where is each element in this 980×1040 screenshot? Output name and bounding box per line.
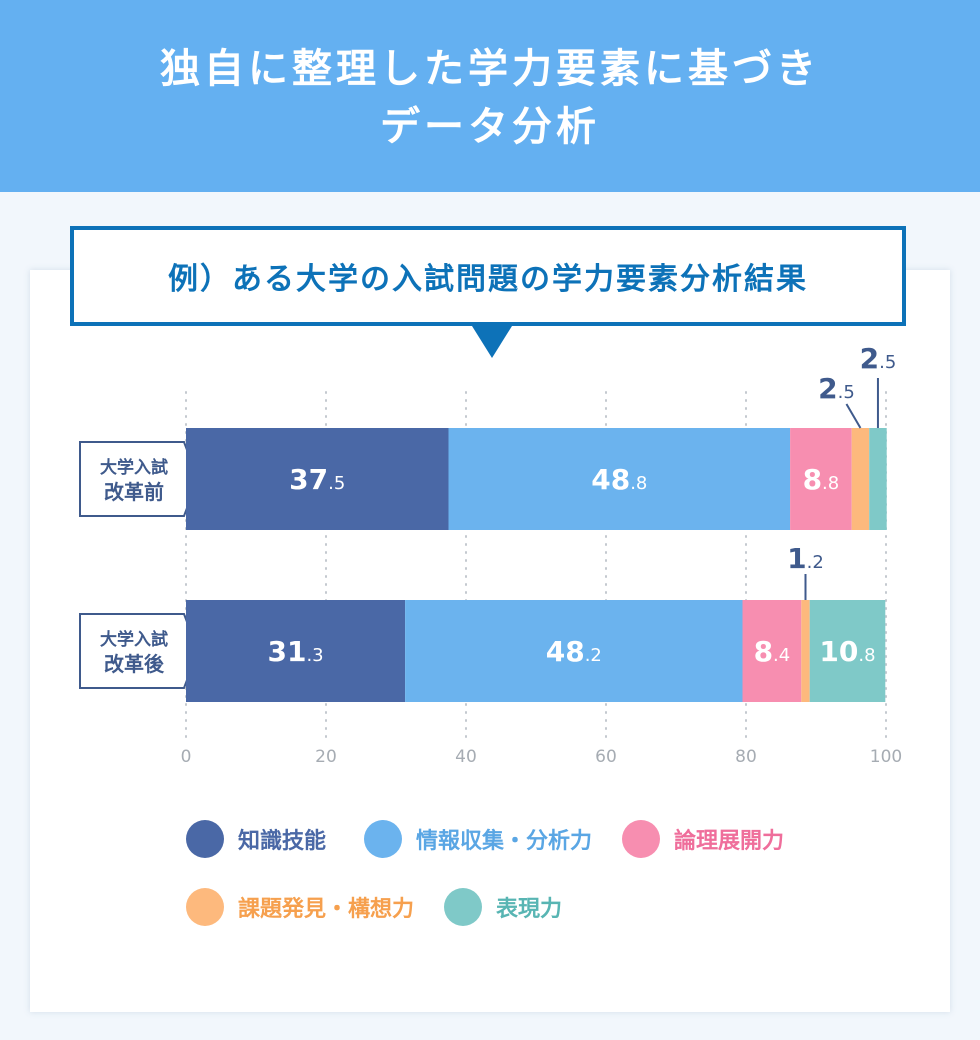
data-label-1-2: 8.4 xyxy=(754,635,791,668)
bar-segment-0-1 xyxy=(448,428,791,530)
page-title-line-1: 独自に整理した学力要素に基づき xyxy=(160,46,820,92)
legend-label: 論理展開力 xyxy=(674,829,785,854)
example-title-box: 例）ある大学の入試問題の学力要素分析結果 xyxy=(70,226,906,326)
x-tick-label-20: 20 xyxy=(315,747,337,767)
category-label-box-0 xyxy=(79,441,200,517)
category-label-0-line-1: 改革前 xyxy=(104,480,164,504)
data-label-1-4: 10.8 xyxy=(819,635,875,668)
data-label-0-2: 8.8 xyxy=(803,463,840,496)
legend-item-0: 知識技能 xyxy=(186,820,326,858)
legend-item-2: 論理展開力 xyxy=(622,820,784,858)
legend-label: 課題発見・構想力 xyxy=(238,897,415,922)
data-label-1-3: 1.2 xyxy=(787,542,824,575)
legend-label: 知識技能 xyxy=(238,829,327,854)
legend-label: 情報収集・分析力 xyxy=(416,829,593,854)
data-label-0-1: 48.8 xyxy=(591,463,647,496)
category-label-1-line-0: 大学入試 xyxy=(100,629,168,650)
data-label-0-0: 37.5 xyxy=(289,463,345,496)
bar-segment-1-2 xyxy=(742,600,802,702)
legend-item-4: 表現力 xyxy=(444,888,562,926)
x-tick-label-100: 100 xyxy=(870,747,902,767)
legend-item-1: 情報収集・分析力 xyxy=(364,820,592,858)
bar-segment-0-2 xyxy=(790,428,852,530)
bar-segment-1-0 xyxy=(186,600,406,702)
data-label-1-1: 48.2 xyxy=(546,635,602,668)
x-tick-label-60: 60 xyxy=(595,747,617,767)
x-tick-label-40: 40 xyxy=(455,747,477,767)
data-label-0-3: 2.5 xyxy=(818,372,855,405)
bar-segment-0-3 xyxy=(851,428,870,530)
page-title-line-2: データ分析 xyxy=(380,104,600,150)
legend-swatch-icon xyxy=(186,820,224,858)
category-label-0-line-0: 大学入試 xyxy=(100,457,168,478)
category-label-box-1 xyxy=(79,613,200,689)
x-tick-label-80: 80 xyxy=(735,747,757,767)
bar-segment-0-4 xyxy=(869,428,887,530)
bar-segment-0-0 xyxy=(186,428,449,530)
header-banner: 独自に整理した学力要素に基づき データ分析 xyxy=(0,0,980,192)
bar-segment-1-3 xyxy=(801,600,810,702)
legend-item-3: 課題発見・構想力 xyxy=(186,888,414,926)
legend-swatch-icon xyxy=(444,888,482,926)
data-label-0-4: 2.5 xyxy=(860,342,897,375)
pointer-triangle-icon xyxy=(472,326,512,358)
category-label-1-line-1: 改革後 xyxy=(104,652,165,676)
bar-segment-1-1 xyxy=(405,600,743,702)
example-title: 例）ある大学の入試問題の学力要素分析結果 xyxy=(168,262,808,297)
legend-swatch-icon xyxy=(622,820,660,858)
bar-segment-1-4 xyxy=(809,600,886,702)
legend-label: 表現力 xyxy=(496,897,563,922)
leader-line-0-3 xyxy=(845,403,862,429)
page-title: 独自に整理した学力要素に基づき データ分析 xyxy=(0,40,980,156)
legend-swatch-icon xyxy=(186,888,224,926)
data-label-1-0: 31.3 xyxy=(267,635,323,668)
legend-swatch-icon xyxy=(364,820,402,858)
x-tick-label-0: 0 xyxy=(181,747,192,767)
